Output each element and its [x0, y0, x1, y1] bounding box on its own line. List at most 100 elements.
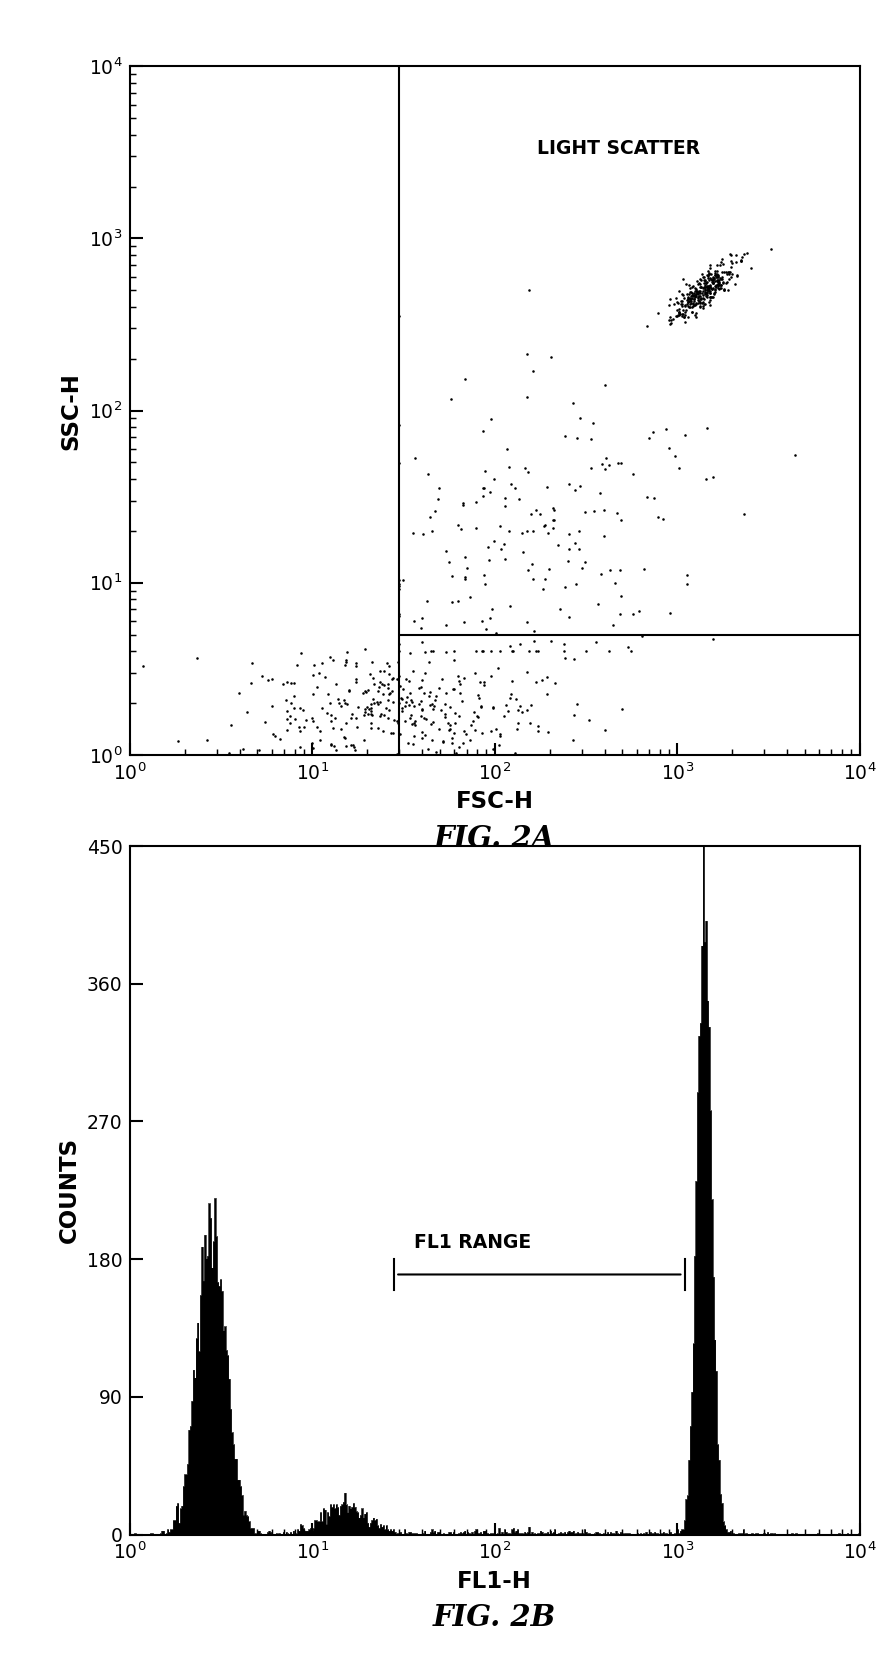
Point	[586, 410, 601, 436]
Point	[438, 703, 452, 730]
Point	[395, 695, 409, 722]
Point	[417, 660, 431, 687]
Point	[662, 599, 677, 625]
Point	[292, 713, 306, 740]
Point	[342, 677, 356, 703]
Point	[692, 289, 706, 315]
Point	[683, 287, 697, 314]
Point	[478, 571, 492, 597]
Point	[719, 260, 733, 287]
Point	[679, 290, 694, 317]
Point	[358, 635, 372, 662]
Point	[289, 652, 303, 679]
Point	[678, 421, 692, 448]
Point	[695, 285, 710, 312]
Point	[675, 302, 689, 328]
Point	[666, 290, 680, 317]
Point	[703, 280, 717, 307]
Point	[664, 310, 678, 337]
Point	[695, 277, 710, 304]
Point	[680, 304, 695, 330]
Point	[684, 289, 698, 315]
Point	[457, 367, 472, 393]
Point	[561, 547, 575, 574]
Point	[683, 294, 697, 320]
Point	[609, 499, 624, 526]
Point	[328, 737, 343, 763]
Point	[418, 639, 432, 665]
Point	[635, 624, 649, 650]
Point	[696, 290, 711, 317]
Point	[558, 574, 572, 601]
Point	[710, 257, 724, 284]
Point	[448, 740, 463, 766]
Point	[568, 571, 583, 597]
Point	[366, 687, 380, 713]
Point	[309, 742, 323, 768]
Point	[671, 299, 686, 325]
Point	[425, 708, 439, 735]
Point	[382, 662, 396, 688]
Point	[552, 596, 567, 622]
Point	[573, 473, 587, 499]
Point	[715, 259, 729, 285]
Point	[706, 265, 720, 292]
Point	[287, 684, 302, 710]
Point	[372, 703, 387, 730]
X-axis label: FL1-H: FL1-H	[457, 1569, 532, 1593]
Point	[705, 267, 720, 294]
Point	[598, 372, 612, 398]
Point	[421, 461, 435, 488]
Point	[703, 272, 717, 299]
Point	[422, 682, 436, 708]
Point	[448, 720, 462, 747]
Point	[672, 300, 686, 327]
Point	[332, 690, 346, 717]
Point	[697, 279, 712, 305]
Point	[476, 639, 490, 665]
Point	[691, 279, 705, 305]
Point	[251, 737, 266, 763]
Point	[414, 687, 429, 713]
Point	[392, 576, 406, 602]
Point	[624, 639, 638, 665]
Point	[707, 259, 721, 285]
Point	[397, 708, 412, 735]
Point	[572, 405, 586, 431]
Point	[710, 269, 724, 295]
Point	[541, 718, 555, 745]
Point	[265, 665, 279, 692]
Point	[690, 279, 704, 305]
Point	[412, 675, 426, 702]
Point	[702, 275, 716, 302]
Point	[703, 264, 717, 290]
Point	[439, 538, 453, 564]
Point	[678, 299, 692, 325]
Point	[689, 279, 703, 305]
Point	[456, 489, 470, 516]
Point	[491, 732, 506, 758]
Point	[395, 685, 409, 712]
Point	[331, 687, 345, 713]
Point	[697, 274, 712, 300]
Point	[587, 498, 601, 524]
Point	[708, 259, 722, 285]
Point	[682, 285, 696, 312]
Point	[588, 629, 602, 655]
Point	[663, 310, 678, 337]
Point	[677, 285, 691, 312]
Point	[598, 455, 612, 481]
Point	[501, 742, 516, 768]
Point	[612, 601, 626, 627]
Point	[724, 251, 738, 277]
Point	[687, 279, 702, 305]
Point	[705, 625, 720, 652]
Point	[375, 680, 389, 707]
Point	[471, 703, 485, 730]
Point	[476, 474, 490, 501]
Point	[358, 677, 372, 703]
Point	[680, 289, 695, 315]
Point	[401, 730, 415, 757]
Point	[345, 700, 359, 727]
Point	[338, 725, 353, 752]
